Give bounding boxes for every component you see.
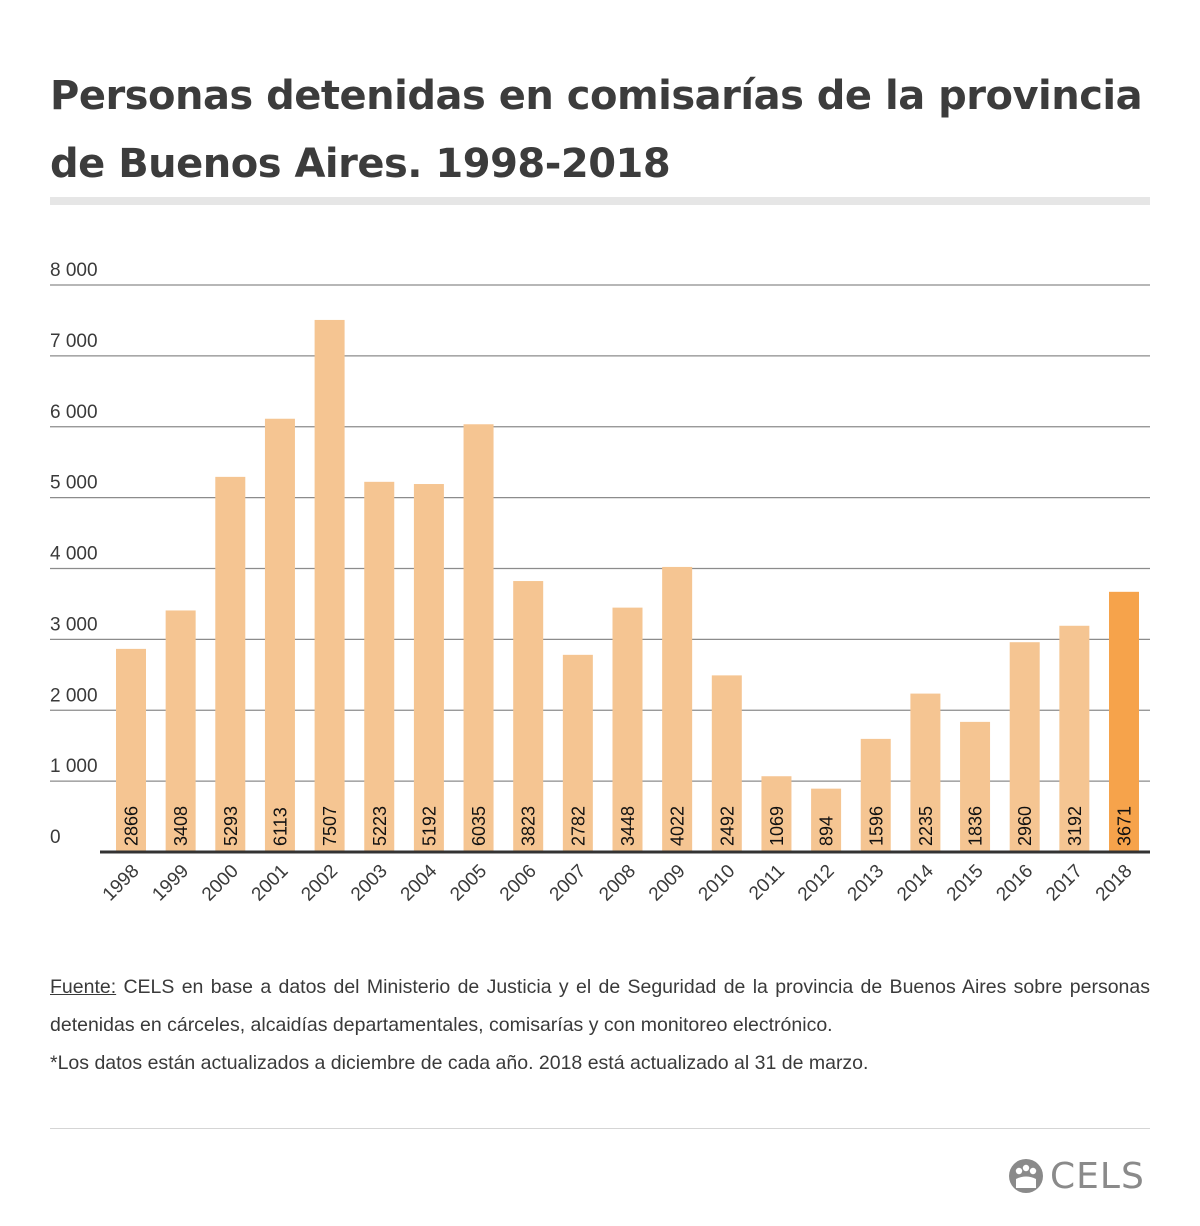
bar-value-label: 2960 <box>1015 806 1035 846</box>
bar <box>364 481 395 852</box>
bar <box>811 788 842 852</box>
bar-value-label: 3671 <box>1115 806 1135 846</box>
footer-divider <box>50 1128 1150 1129</box>
bar <box>413 484 444 852</box>
bar-value-label: 5192 <box>419 806 439 846</box>
x-tick-label: 1999 <box>148 861 193 906</box>
source-text: CELS en base a datos del Ministerio de J… <box>50 976 1150 1036</box>
y-tick-label: 4 000 <box>50 544 98 565</box>
x-tick-label: 2007 <box>546 861 591 906</box>
x-tick-label: 2012 <box>794 861 839 906</box>
bar <box>264 418 295 852</box>
source-label: Fuente: <box>50 976 117 998</box>
bar-value-label: 1836 <box>966 806 986 846</box>
bar <box>860 738 891 852</box>
bar <box>761 776 792 852</box>
bar-value-label: 3823 <box>519 806 539 846</box>
x-tick-label: 2000 <box>198 861 243 906</box>
y-tick-label: 2 000 <box>50 685 98 706</box>
bar-value-label: 2235 <box>916 806 936 846</box>
bar <box>910 693 941 852</box>
y-tick-label: 6 000 <box>50 402 98 423</box>
bar <box>314 319 345 852</box>
bar <box>1009 642 1040 852</box>
x-tick-label: 2001 <box>248 861 293 906</box>
bar-value-label: 6113 <box>270 807 290 846</box>
x-tick-label: 2008 <box>595 861 640 906</box>
x-tick-label: 2011 <box>745 861 789 905</box>
bar <box>562 654 593 852</box>
bar <box>116 648 146 852</box>
logo-text: CELS <box>1050 1155 1145 1197</box>
x-tick-label: 2015 <box>943 861 988 906</box>
footnote: *Los datos están actualizados a diciembr… <box>50 1052 869 1074</box>
bar-value-label: 1069 <box>767 806 787 846</box>
y-tick-label: 0 <box>50 827 61 848</box>
bar <box>463 424 494 852</box>
bar <box>960 721 991 852</box>
x-tick-label: 2018 <box>1092 861 1137 906</box>
bar <box>612 607 643 852</box>
bar <box>1059 625 1090 852</box>
x-tick-label: 2017 <box>1042 861 1087 906</box>
bar-value-label: 3408 <box>171 806 191 846</box>
title-divider <box>50 197 1150 205</box>
bar-value-label: 5223 <box>370 806 390 846</box>
bar <box>1109 591 1139 852</box>
bar-value-label: 5293 <box>221 806 241 846</box>
x-tick-label: 2014 <box>893 860 938 905</box>
source-note: Fuente: CELS en base a datos del Ministe… <box>50 968 1150 1044</box>
x-tick-label: 2005 <box>446 861 491 906</box>
x-tick-label: 2004 <box>397 860 442 905</box>
x-tick-label: 2006 <box>496 861 541 906</box>
bar <box>513 581 544 852</box>
bar-value-label: 1596 <box>866 806 886 846</box>
x-tick-label: 1998 <box>99 861 144 906</box>
bar <box>165 610 196 852</box>
x-tick-label: 2003 <box>347 861 392 906</box>
bar-value-label: 2492 <box>717 806 737 846</box>
x-tick-label: 2016 <box>992 861 1037 906</box>
cels-logo-icon <box>1009 1159 1043 1193</box>
y-tick-label: 3 000 <box>50 614 98 635</box>
bar-value-label: 6035 <box>469 806 489 846</box>
chart-title-line1: Personas detenidas en comisarías de la p… <box>50 73 1143 119</box>
y-tick-label: 1 000 <box>50 756 98 777</box>
bar-value-label: 2782 <box>568 806 588 846</box>
bar-value-label: 894 <box>817 816 837 846</box>
bar-value-label: 2866 <box>122 806 142 846</box>
chart-title: Personas detenidas en comisarías de la p… <box>50 62 1160 198</box>
y-tick-label: 5 000 <box>50 473 98 494</box>
bar <box>662 566 693 852</box>
cels-logo: CELS <box>1008 1155 1145 1197</box>
bar-value-label: 3192 <box>1065 806 1085 846</box>
x-tick-label: 2013 <box>844 861 889 906</box>
bar <box>215 476 246 852</box>
x-tick-label: 2002 <box>297 861 342 906</box>
bar-value-label: 4022 <box>668 806 688 846</box>
bar <box>711 675 742 852</box>
bar-chart: 0 1 000 2 000 3 000 4 000 5 000 6 000 7 000 8 00… <box>50 260 1150 906</box>
y-tick-label: 8 000 <box>50 260 98 281</box>
x-tick-label: 2010 <box>695 861 740 906</box>
chart-title-line2: de Buenos Aires. 1998-2018 <box>50 141 671 187</box>
bar-value-label: 3448 <box>618 806 638 846</box>
y-tick-label: 7 000 <box>50 331 98 352</box>
x-tick-label: 2009 <box>645 861 690 906</box>
chart-notes: Fuente: CELS en base a datos del Ministe… <box>50 968 1150 1082</box>
bar-value-label: 7507 <box>320 806 340 846</box>
